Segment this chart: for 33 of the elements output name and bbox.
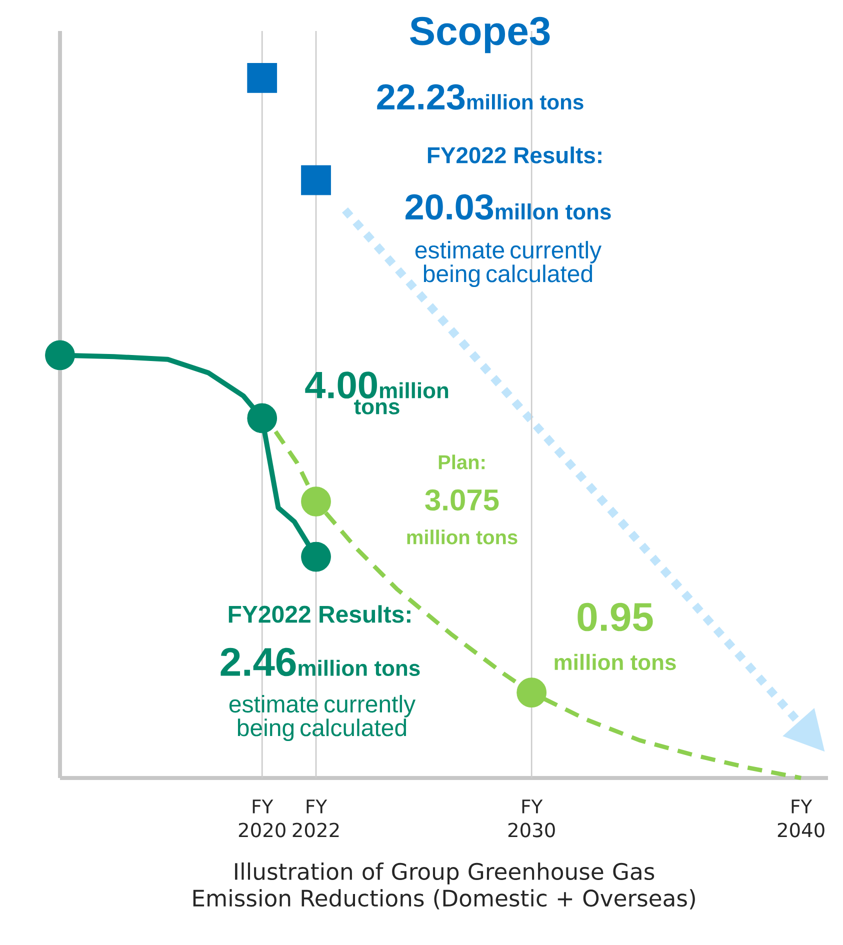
point [516,678,547,708]
point [247,63,278,93]
x-axis-title: Illustration of Group Greenhouse Gas Emission Reductions (Domestic + Overseas) [193,862,695,910]
x-tick-label: 2040 [778,822,824,838]
annotation: Plan: [438,454,485,470]
x-tick-label: 2022 [292,822,339,838]
annotation: FY2022 Results: [228,605,410,623]
text: FY [522,800,543,814]
text: Scope3 [410,16,550,54]
annotation: estimate currently being calculated [229,694,416,742]
annotation: 4.00 [305,372,377,399]
point [45,340,75,370]
annotation: million tons [554,654,676,670]
text: FY [792,800,812,814]
point [301,165,331,196]
annotation: 0.95 [578,602,653,632]
annotation: 20.03 [406,194,494,220]
annotation: million tons [298,660,420,676]
annotation: FY2022 Results: [428,146,602,164]
annotation: 3.075 [425,489,499,511]
text: FY [252,800,274,814]
x-tick-label: 2020 [238,822,286,838]
annotation: million tons [467,94,584,110]
point [301,486,331,516]
annotation: estimate currently being calculated [415,240,602,288]
text: FY [306,800,328,814]
annotation: 2.46 [220,648,296,676]
point [301,542,331,572]
annotation: millon tons [496,203,611,220]
annotation: million tons [407,530,518,544]
annotation: 22.23 [377,84,465,110]
x-tick-label: 2030 [508,822,555,838]
point [247,403,278,434]
